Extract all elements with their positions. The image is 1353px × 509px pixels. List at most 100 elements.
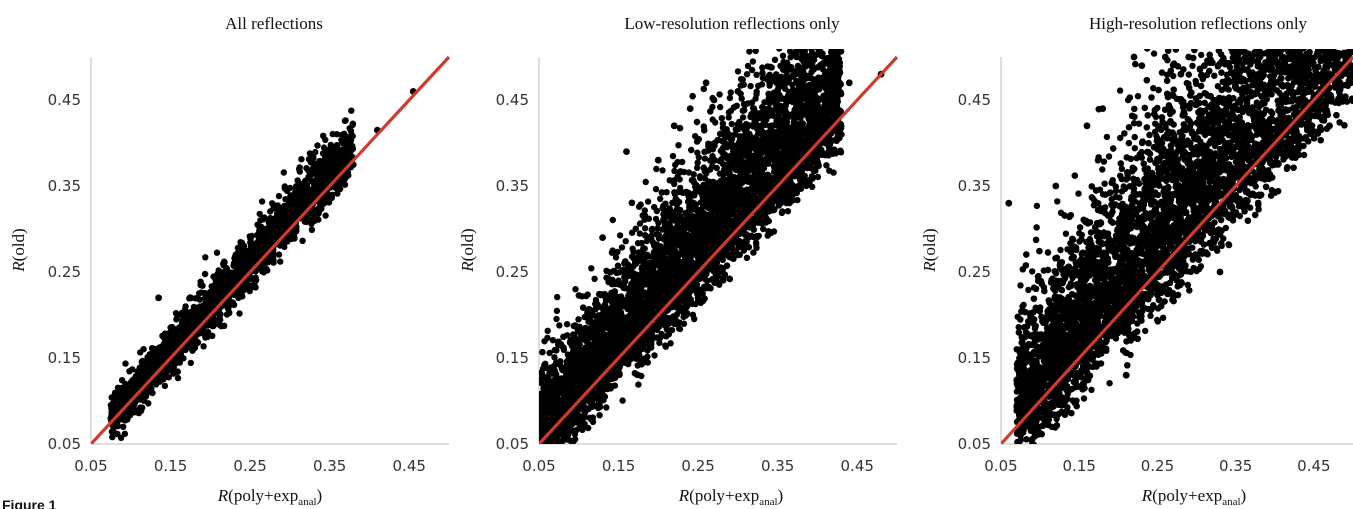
data-point (348, 107, 355, 114)
data-point (214, 281, 222, 289)
data-point (315, 216, 322, 223)
data-point (755, 82, 762, 90)
data-point (341, 181, 349, 188)
data-point (675, 142, 682, 149)
data-point (173, 368, 181, 376)
data-point (172, 310, 180, 317)
scatter-points (536, 49, 899, 455)
data-point (666, 177, 673, 184)
data-point (204, 322, 211, 329)
data-point (230, 260, 238, 267)
data-point (760, 225, 767, 233)
data-point (196, 296, 203, 303)
data-point (641, 207, 648, 214)
data-point (311, 208, 318, 215)
data-point (131, 401, 138, 408)
data-point (536, 446, 542, 452)
data-point (182, 303, 189, 310)
data-point (118, 377, 126, 384)
data-point (342, 117, 349, 124)
data-point (204, 297, 212, 304)
data-point (320, 132, 327, 139)
data-point (304, 194, 311, 201)
y-tick-label: 0.25 (496, 263, 529, 281)
data-point (136, 405, 143, 412)
data-point (275, 192, 283, 200)
data-point (334, 156, 341, 164)
data-point (324, 190, 331, 198)
y-tick-label: 0.15 (48, 349, 81, 367)
data-point (270, 221, 278, 229)
x-tick-label: 0.15 (602, 457, 635, 475)
data-point (218, 288, 225, 295)
data-point (267, 232, 274, 240)
data-point (189, 312, 196, 320)
data-point (204, 302, 211, 310)
data-point (652, 215, 660, 223)
data-point (236, 310, 243, 317)
data-point (155, 294, 163, 302)
data-point (550, 449, 556, 455)
data-point (716, 91, 723, 98)
data-point (223, 311, 231, 318)
data-point (159, 371, 167, 379)
data-point (654, 225, 661, 232)
data-point (187, 359, 194, 367)
data-point (344, 137, 352, 145)
data-point (319, 182, 326, 190)
data-point (254, 238, 262, 246)
data-point (231, 275, 238, 283)
data-point (158, 358, 165, 365)
y-tick-label: 0.05 (48, 435, 81, 453)
data-point (257, 264, 265, 271)
data-point (245, 276, 252, 283)
x-tick-label: 0.05 (74, 457, 107, 475)
data-point (167, 337, 175, 345)
data-point (726, 94, 734, 102)
data-point (121, 430, 129, 437)
data-point (239, 293, 246, 300)
data-point (269, 200, 276, 207)
data-point (278, 212, 286, 220)
data-point (254, 255, 261, 262)
data-point (303, 218, 310, 226)
panel-title: All reflections (225, 14, 323, 33)
data-point (544, 327, 551, 334)
data-point (663, 189, 670, 196)
data-point (779, 52, 787, 59)
y-axis-label: R(old) (9, 228, 28, 272)
data-point (137, 349, 144, 356)
data-point (206, 290, 214, 297)
data-point (310, 178, 318, 186)
data-point (692, 181, 700, 189)
data-point (238, 255, 246, 263)
data-point (345, 172, 352, 179)
data-point (308, 226, 316, 233)
data-point (230, 301, 238, 308)
data-point (336, 185, 344, 193)
data-point (119, 387, 127, 395)
data-point (221, 322, 228, 329)
data-point (260, 216, 267, 223)
data-point (322, 212, 329, 219)
data-point (146, 351, 153, 358)
data-point (262, 225, 270, 233)
data-point (312, 166, 320, 173)
data-point (142, 393, 150, 400)
data-point (204, 332, 211, 339)
data-point (199, 311, 206, 318)
data-point (551, 354, 558, 361)
data-point (175, 328, 182, 336)
x-tick-label: 0.35 (761, 457, 794, 475)
scatter-points (91, 55, 451, 444)
data-point (240, 242, 248, 250)
data-point (286, 204, 294, 211)
y-tick-label: 0.15 (496, 349, 529, 367)
data-point (552, 447, 558, 453)
data-point (814, 173, 822, 181)
data-point (753, 71, 760, 79)
data-point (158, 345, 166, 352)
data-point (743, 71, 751, 78)
data-point (325, 174, 332, 182)
